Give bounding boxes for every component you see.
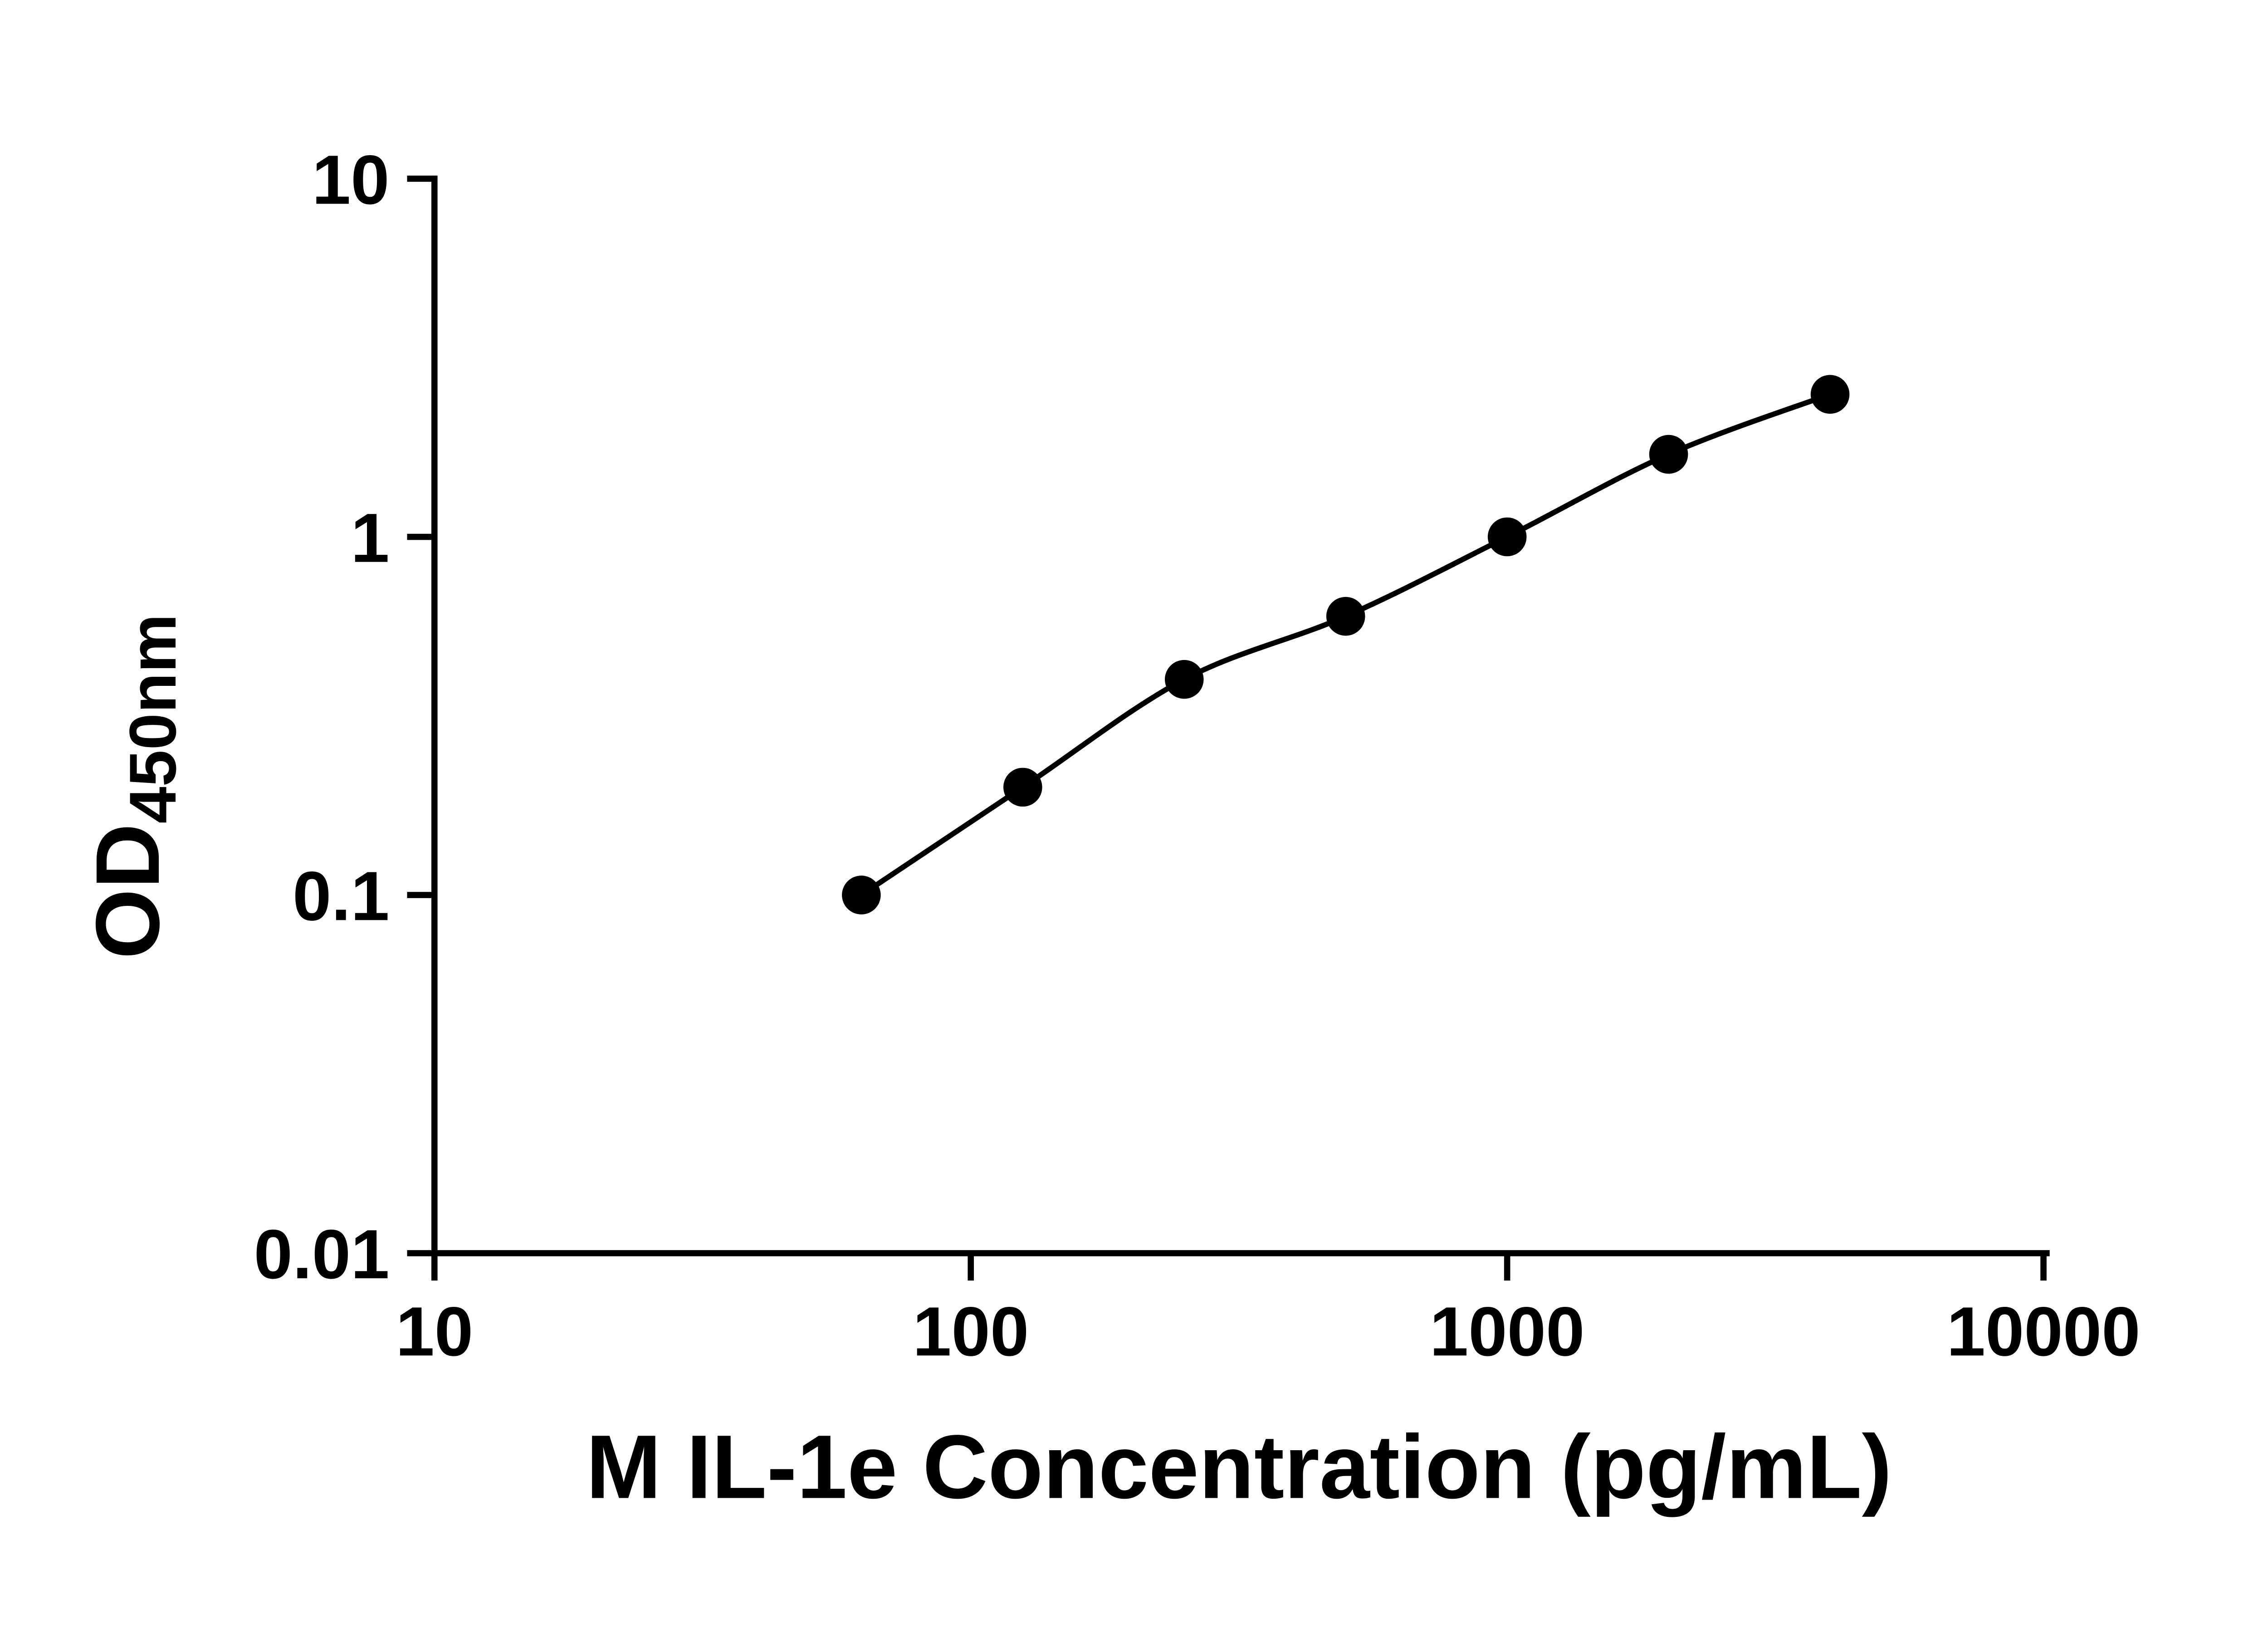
- y-axis-title-main: OD: [78, 823, 178, 959]
- x-tick-label: 10000: [1946, 1292, 2140, 1370]
- data-point: [1003, 768, 1042, 807]
- x-axis-title: M IL-1e Concentration (pg/mL): [586, 1417, 1892, 1517]
- y-tick-label: 0.01: [254, 1215, 390, 1293]
- y-tick-label: 0.1: [293, 857, 390, 935]
- y-axis-title-subscript: 450nm: [116, 614, 190, 823]
- y-tick-label: 1: [351, 499, 389, 577]
- data-point: [1487, 517, 1527, 557]
- data-point: [1649, 435, 1688, 474]
- x-tick-label: 100: [913, 1292, 1029, 1370]
- data-point: [842, 875, 881, 914]
- data-point: [1164, 660, 1204, 699]
- data-point: [1326, 596, 1365, 636]
- y-axis-title: OD450nm: [78, 614, 190, 959]
- x-tick-label: 10: [396, 1292, 473, 1370]
- data-point: [1810, 375, 1850, 414]
- y-tick-label: 10: [312, 141, 390, 219]
- x-tick-label: 1000: [1430, 1292, 1585, 1370]
- standard-curve-line: [860, 391, 1831, 897]
